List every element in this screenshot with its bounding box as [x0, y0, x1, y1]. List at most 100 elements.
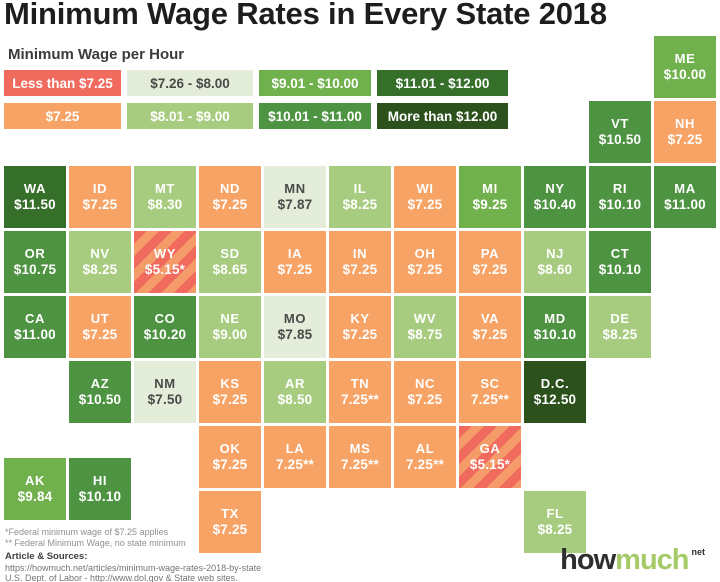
state-wage-value: $10.00	[663, 67, 707, 82]
state-wage-value: $7.25	[342, 262, 378, 277]
state-wage-value: $9.00	[212, 327, 248, 342]
state-wage-value: $11.00	[664, 197, 706, 212]
logo-much: much	[615, 544, 689, 576]
state-wage-value: $7.25	[472, 327, 508, 342]
state-abbr: NE	[220, 311, 240, 326]
state-abbr: CT	[610, 246, 630, 261]
state-abbr: PA	[480, 246, 500, 261]
state-tile-or: OR $10.75	[4, 231, 66, 293]
state-tile-me: ME $10.00	[654, 36, 716, 98]
logo-net: net	[691, 547, 706, 557]
state-wage-value: $10.40	[533, 197, 577, 212]
state-tile-nd: ND $7.25	[199, 166, 261, 228]
state-wage-value: $7.25	[342, 327, 378, 342]
state-tile-mi: MI $9.25	[459, 166, 521, 228]
state-tile-de: DE $8.25	[589, 296, 651, 358]
state-tile-wy: WY $5.15*	[134, 231, 196, 293]
state-abbr: ND	[220, 181, 240, 196]
legend-grid: Less than $7.25 $7.25 $7.26 - $8.00 $8.0…	[4, 70, 508, 129]
state-tile-ct: CT $10.10	[589, 231, 651, 293]
state-wage-value: $7.25	[407, 392, 443, 407]
state-wage-value: $7.25	[212, 197, 248, 212]
state-abbr: LA	[285, 441, 305, 456]
state-tile-wv: WV $8.75	[394, 296, 456, 358]
state-tile-ms: MS 7.25**	[329, 426, 391, 488]
state-abbr: SD	[220, 246, 240, 261]
state-abbr: AZ	[90, 376, 110, 391]
state-tile-md: MD $10.10	[524, 296, 586, 358]
state-abbr: WA	[23, 181, 47, 196]
state-abbr: MI	[482, 181, 498, 196]
state-tile-ut: UT $7.25	[69, 296, 131, 358]
state-tile-mt: MT $8.30	[134, 166, 196, 228]
footnotes: *Federal minimum wage of $7.25 applies *…	[5, 527, 186, 549]
state-tile-oh: OH $7.25	[394, 231, 456, 293]
state-tile-la: LA 7.25**	[264, 426, 326, 488]
state-tile-nc: NC $7.25	[394, 361, 456, 423]
state-wage-value: $7.25	[472, 262, 508, 277]
state-wage-value: 7.25**	[341, 392, 379, 407]
legend-swatch-b801_900: $8.01 - $9.00	[127, 103, 253, 129]
state-abbr: OH	[414, 246, 436, 261]
legend-swatch-label: $10.01 - $11.00	[268, 108, 362, 124]
state-tile-wa: WA $11.50	[4, 166, 66, 228]
state-tile-mo: MO $7.85	[264, 296, 326, 358]
source-line-dol: U.S. Dept. of Labor - http://www.dol.gov…	[5, 573, 238, 582]
state-tile-wi: WI $7.25	[394, 166, 456, 228]
legend-swatch-b725: $7.25	[4, 103, 121, 129]
state-abbr: MD	[544, 311, 566, 326]
state-abbr: AL	[415, 441, 435, 456]
state-wage-value: $10.75	[13, 262, 57, 277]
state-wage-value: $9.25	[472, 197, 508, 212]
state-wage-value: $11.50	[14, 197, 56, 212]
legend-swatch-b1001_1100: $10.01 - $11.00	[259, 103, 371, 129]
state-tile-nh: NH $7.25	[654, 101, 716, 163]
state-abbr: IN	[352, 246, 368, 261]
state-abbr: DE	[610, 311, 630, 326]
state-tile-pa: PA $7.25	[459, 231, 521, 293]
legend-swatch-label: More than $12.00	[387, 108, 498, 124]
state-wage-value: $10.10	[598, 197, 642, 212]
state-abbr: NC	[415, 376, 435, 391]
state-wage-value: $7.25	[212, 457, 248, 472]
state-abbr: TX	[221, 506, 239, 521]
state-wage-value: $8.25	[342, 197, 378, 212]
state-wage-value: $7.25	[82, 197, 118, 212]
state-tile-al: AL 7.25**	[394, 426, 456, 488]
state-tile-sc: SC 7.25**	[459, 361, 521, 423]
legend-swatch-b1101_1200: $11.01 - $12.00	[377, 70, 508, 96]
state-tile-co: CO $10.20	[134, 296, 196, 358]
state-abbr: KS	[220, 376, 240, 391]
state-tile-id: ID $7.25	[69, 166, 131, 228]
state-wage-value: $5.15*	[144, 262, 186, 277]
state-tile-il: IL $8.25	[329, 166, 391, 228]
state-wage-value: $11.00	[14, 327, 56, 342]
state-abbr: NH	[675, 116, 695, 131]
state-wage-value: $8.25	[602, 327, 638, 342]
state-abbr: TN	[350, 376, 370, 391]
state-tile-nv: NV $8.25	[69, 231, 131, 293]
state-wage-value: $10.20	[143, 327, 187, 342]
state-abbr: IL	[353, 181, 367, 196]
legend-swatch-label: $7.26 - $8.00	[150, 75, 230, 91]
state-wage-value: 7.25**	[276, 457, 314, 472]
state-tile-in: IN $7.25	[329, 231, 391, 293]
state-tile-tx: TX $7.25	[199, 491, 261, 553]
state-tile-nj: NJ $8.60	[524, 231, 586, 293]
state-wage-value: $7.25	[277, 262, 313, 277]
state-tile-ca: CA $11.00	[4, 296, 66, 358]
state-wage-value: $8.60	[537, 262, 573, 277]
state-abbr: AK	[25, 473, 45, 488]
state-abbr: D.C.	[540, 376, 570, 391]
source-line-url: https://howmuch.net/articles/minimum-wag…	[5, 562, 262, 573]
state-tile-az: AZ $10.50	[69, 361, 131, 423]
state-abbr: VA	[480, 311, 500, 326]
state-abbr: IA	[287, 246, 303, 261]
state-abbr: MN	[284, 181, 306, 196]
state-wage-value: $7.85	[277, 327, 313, 342]
state-abbr: OK	[219, 441, 241, 456]
state-wage-value: $8.30	[147, 197, 183, 212]
legend-swatch-label: $8.01 - $9.00	[150, 108, 230, 124]
state-abbr: OR	[24, 246, 46, 261]
